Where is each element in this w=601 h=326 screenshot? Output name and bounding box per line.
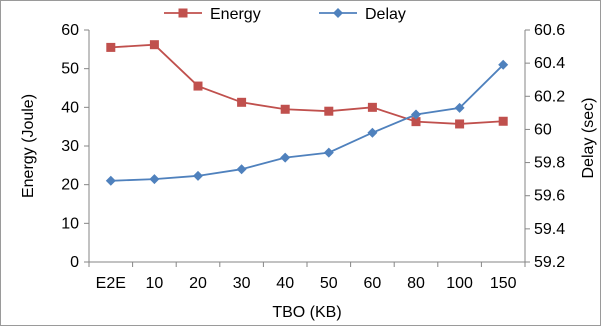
- y2-tick-label: 59.8: [534, 155, 565, 172]
- energy-data-point: [106, 42, 116, 52]
- y-tick-label: 30: [61, 138, 79, 155]
- delay-data-point: [498, 59, 509, 70]
- y2-tick-label: 59.4: [534, 221, 565, 238]
- energy-data-point: [149, 40, 159, 50]
- y-tick-label: 40: [61, 99, 79, 116]
- energy-data-point: [193, 81, 203, 91]
- x-tick-label: 10: [146, 275, 164, 292]
- y-axis-title: Energy (Joule): [20, 94, 37, 198]
- y2-tick-label: 60.6: [534, 22, 565, 39]
- y2-tick-label: 60.4: [534, 55, 565, 72]
- axes: 0 10 20 30 40 50 60 59.2 59.4 59.6 59.8 60 60.2 60.4 6…: [61, 22, 565, 292]
- delay-series-line: [110, 64, 504, 182]
- x-tick-label: 20: [189, 275, 207, 292]
- delay-data-point: [454, 102, 465, 113]
- y2-tick-label: 60.2: [534, 88, 565, 105]
- y-tick-label: 10: [61, 215, 79, 232]
- delay-data-point: [149, 174, 160, 185]
- delay-data-point: [105, 175, 116, 186]
- x-tick-label: 100: [446, 275, 473, 292]
- y-tick-label: 0: [70, 254, 79, 271]
- delay-data-point: [193, 170, 203, 181]
- y-tick-label: 60: [61, 22, 79, 39]
- x-tick-label: 30: [233, 275, 251, 292]
- y2-tick-label: 59.2: [534, 254, 565, 271]
- delay-data-point: [280, 152, 291, 163]
- delay-data-point: [323, 147, 334, 158]
- x-tick-label: 60: [364, 275, 382, 292]
- x-tick-label: 40: [276, 275, 294, 292]
- x-tick-label: E2E: [96, 275, 126, 292]
- y2-tick-label: 60: [534, 121, 552, 138]
- energy-data-point: [367, 102, 377, 112]
- delay-data-point: [236, 164, 247, 175]
- energy-data-point: [411, 117, 421, 127]
- energy-data-point: [324, 106, 334, 116]
- energy-series-line: [110, 43, 504, 125]
- delay-data-point: [411, 109, 421, 120]
- energy-legend-label: Energy: [210, 6, 261, 23]
- x-axis-title: TBO (KB): [272, 304, 341, 321]
- y-tick-label: 20: [61, 177, 79, 194]
- energy-data-point: [280, 104, 290, 114]
- delay-legend-label: Delay: [365, 6, 406, 23]
- delay-data-point: [367, 127, 378, 138]
- energy-data-point: [498, 116, 508, 126]
- legend: Energy Delay: [164, 6, 406, 23]
- energy-data-point: [455, 119, 465, 129]
- y-tick-label: 50: [61, 61, 79, 78]
- energy-legend-marker: [178, 8, 188, 18]
- y2-tick-label: 59.6: [534, 188, 565, 205]
- delay-legend-marker: [333, 8, 343, 18]
- series-lines: [105, 40, 509, 186]
- x-tick-label: 50: [320, 275, 338, 292]
- y2-axis-title: Delay (sec): [580, 98, 597, 179]
- x-tick-label: 80: [407, 275, 425, 292]
- x-tick-label: 150: [490, 275, 517, 292]
- energy-data-point: [237, 97, 247, 107]
